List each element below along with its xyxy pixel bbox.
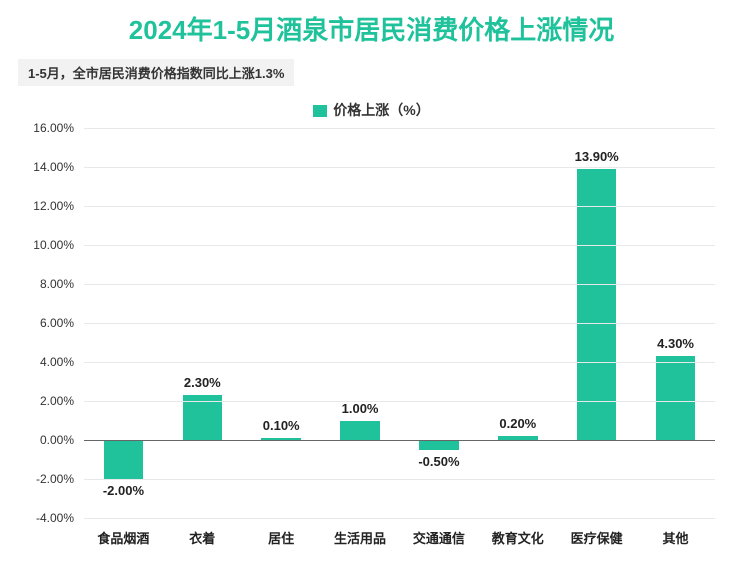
zero-line [84, 440, 715, 441]
y-tick-label: 4.00% [40, 355, 74, 369]
y-tick-label: 10.00% [33, 238, 74, 252]
data-label: 1.00% [342, 401, 379, 416]
bar [577, 169, 616, 440]
y-tick-label: -4.00% [36, 511, 74, 525]
gridline [84, 245, 715, 246]
x-tick-label: 交通通信 [413, 528, 465, 547]
x-tick-label: 食品烟酒 [97, 528, 149, 547]
x-axis: 食品烟酒 衣着 居住 生活用品 交通通信 教育文化 医疗保健 其他 [84, 522, 715, 558]
data-label: 0.20% [499, 416, 536, 431]
gridline [84, 362, 715, 363]
gridline [84, 128, 715, 129]
x-tick-label: 其他 [663, 528, 689, 547]
data-label: 2.30% [184, 375, 221, 390]
gridline [84, 518, 715, 519]
data-label: -0.50% [418, 454, 459, 469]
bar [419, 440, 458, 450]
gridline [84, 167, 715, 168]
gridline [84, 323, 715, 324]
x-tick-label: 衣着 [189, 528, 215, 547]
x-tick-label: 医疗保健 [571, 528, 623, 547]
gridline [84, 284, 715, 285]
chart-area: -4.00% -2.00% 0.00% 2.00% 4.00% 6.00% 8.00% 10.… [18, 128, 725, 558]
data-label: 13.90% [575, 149, 619, 164]
chart-legend: 价格上涨（%） [0, 100, 743, 120]
gridline [84, 479, 715, 480]
gridline [84, 401, 715, 402]
x-tick-label: 居住 [268, 528, 294, 547]
y-tick-label: 6.00% [40, 316, 74, 330]
chart-title: 2024年1-5月酒泉市居民消费价格上涨情况 [0, 0, 743, 47]
legend-marker-icon [313, 105, 327, 117]
gridline [84, 206, 715, 207]
data-label: -2.00% [103, 483, 144, 498]
legend-label: 价格上涨（%） [333, 102, 429, 118]
y-tick-label: 16.00% [33, 121, 74, 135]
bar [656, 356, 695, 440]
y-tick-label: -2.00% [36, 472, 74, 486]
y-axis: -4.00%-2.00%0.00%2.00%4.00%6.00%8.00%10.… [18, 128, 78, 518]
bar [104, 440, 143, 479]
y-tick-label: 0.00% [40, 433, 74, 447]
data-label: 4.30% [657, 336, 694, 351]
y-tick-label: 8.00% [40, 277, 74, 291]
y-tick-label: 14.00% [33, 160, 74, 174]
plot-area: -2.00% 2.30% 0.10% 1.00% -0.50% 0.20% 13.90% 4.… [84, 128, 715, 518]
chart-subtitle: 1-5月，全市居民消费价格指数同比上涨1.3% [18, 59, 294, 86]
data-label: 0.10% [263, 418, 300, 433]
bar [340, 421, 379, 441]
x-tick-label: 教育文化 [492, 528, 544, 547]
y-tick-label: 12.00% [33, 199, 74, 213]
x-tick-label: 生活用品 [334, 528, 386, 547]
y-tick-label: 2.00% [40, 394, 74, 408]
